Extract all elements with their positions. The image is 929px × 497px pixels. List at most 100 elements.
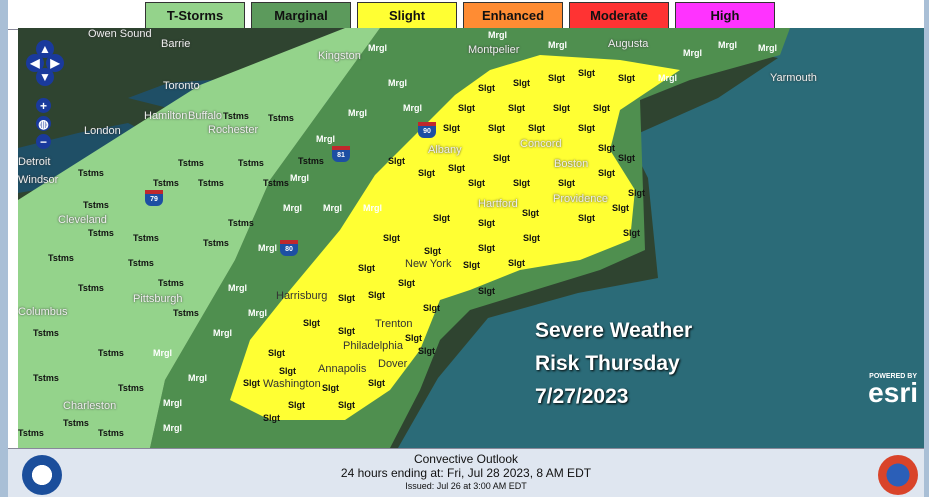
- risk-label-mrgl: Mrgl: [213, 328, 232, 338]
- city-label: Concord: [520, 138, 562, 150]
- risk-label-tstms: Tstms: [78, 168, 104, 178]
- risk-label-slgt: Slgt: [478, 83, 495, 93]
- risk-label-tstms: Tstms: [223, 111, 249, 121]
- risk-label-slgt: Slgt: [523, 233, 540, 243]
- valid-time: 24 hours ending at: Fri, Jul 28 2023, 8 …: [340, 466, 592, 480]
- risk-map[interactable]: Tstms Tstms Tstms Tstms Tstms Tstms Tstms Tstms…: [18, 28, 924, 448]
- city-label: Annapolis: [318, 363, 367, 375]
- risk-label-slgt: Slgt: [618, 73, 635, 83]
- risk-label-slgt: Slgt: [423, 303, 440, 313]
- risk-label-tstms: Tstms: [173, 308, 199, 318]
- city-label: Augusta: [608, 38, 649, 50]
- risk-label-slgt: Slgt: [303, 318, 320, 328]
- headline-date: 7/27/2023: [535, 385, 629, 408]
- risk-label-mrgl: Mrgl: [290, 173, 309, 183]
- city-label: Boston: [554, 158, 589, 170]
- risk-label-slgt: Slgt: [478, 218, 495, 228]
- risk-label-mrgl: Mrgl: [163, 398, 182, 408]
- risk-label-slgt: Slgt: [405, 333, 422, 343]
- globe-icon[interactable]: ◍: [36, 116, 51, 131]
- risk-label-mrgl: Mrgl: [718, 40, 737, 50]
- legend-moderate: Moderate: [569, 2, 669, 29]
- risk-label-slgt: Slgt: [593, 103, 610, 113]
- esri-attribution[interactable]: POWERED BY esri: [868, 373, 918, 408]
- risk-label-slgt: Slgt: [488, 123, 505, 133]
- pan-right-icon[interactable]: ▶: [46, 54, 64, 72]
- zoom-out-button[interactable]: −: [36, 134, 51, 149]
- map-layers: [18, 28, 924, 448]
- risk-label-slgt: Slgt: [478, 286, 495, 296]
- risk-label-mrgl: Mrgl: [488, 30, 507, 40]
- risk-label-mrgl: Mrgl: [758, 43, 777, 53]
- risk-label-slgt: Slgt: [493, 153, 510, 163]
- risk-label-mrgl: Mrgl: [248, 308, 267, 318]
- city-label: Washington: [263, 378, 321, 390]
- risk-label-tstms: Tstms: [198, 178, 224, 188]
- risk-label-tstms: Tstms: [298, 156, 324, 166]
- risk-label-mrgl: Mrgl: [323, 203, 342, 213]
- zoom-in-button[interactable]: +: [36, 98, 51, 113]
- risk-label-slgt: Slgt: [528, 123, 545, 133]
- risk-label-tstms: Tstms: [83, 200, 109, 210]
- risk-label-mrgl: Mrgl: [188, 373, 207, 383]
- esri-logo: esri: [868, 377, 918, 408]
- risk-label-tstms: Tstms: [133, 233, 159, 243]
- risk-label-mrgl: Mrgl: [153, 348, 172, 358]
- city-label: Hamilton: [144, 110, 188, 122]
- risk-label-mrgl: Mrgl: [403, 103, 422, 113]
- risk-label-slgt: Slgt: [508, 258, 525, 268]
- risk-label-mrgl: Mrgl: [683, 48, 702, 58]
- risk-label-mrgl: Mrgl: [548, 40, 567, 50]
- nws-logo: [878, 455, 918, 495]
- risk-label-tstms: Tstms: [48, 253, 74, 263]
- risk-label-mrgl: Mrgl: [283, 203, 302, 213]
- risk-label-slgt: Slgt: [458, 103, 475, 113]
- risk-label-mrgl: Mrgl: [388, 78, 407, 88]
- pan-up-icon[interactable]: ▲: [36, 40, 54, 58]
- city-label: New York: [405, 258, 452, 270]
- risk-label-slgt: Slgt: [263, 413, 280, 423]
- city-label: Providence: [553, 193, 609, 205]
- risk-label-slgt: Slgt: [468, 178, 485, 188]
- interstate-shield: 90: [418, 122, 436, 138]
- risk-label-tstms: Tstms: [268, 113, 294, 123]
- risk-label-tstms: Tstms: [158, 278, 184, 288]
- city-label: Barrie: [161, 38, 191, 50]
- risk-label-slgt: Slgt: [513, 178, 530, 188]
- risk-label-mrgl: Mrgl: [658, 73, 677, 83]
- interstate-shield: 81: [332, 146, 350, 162]
- risk-label-slgt: Slgt: [553, 103, 570, 113]
- risk-label-tstms: Tstms: [88, 228, 114, 238]
- risk-label-slgt: Slgt: [558, 178, 575, 188]
- risk-label-slgt: Slgt: [338, 326, 355, 336]
- risk-label-slgt: Slgt: [279, 366, 296, 376]
- risk-label-mrgl: Mrgl: [368, 43, 387, 53]
- footer: Convective Outlook 24 hours ending at: F…: [8, 448, 924, 497]
- legend-marginal: Marginal: [251, 2, 351, 29]
- tstorms-area: [18, 28, 380, 448]
- city-label: Detroit: [18, 156, 51, 168]
- risk-label-tstms: Tstms: [178, 158, 204, 168]
- city-label: Trenton: [375, 318, 413, 330]
- headline-line-2: Risk Thursday: [535, 352, 680, 375]
- risk-label-slgt: Slgt: [612, 203, 629, 213]
- risk-label-slgt: Slgt: [243, 378, 260, 388]
- risk-label-slgt: Slgt: [418, 346, 435, 356]
- risk-label-slgt: Slgt: [383, 233, 400, 243]
- risk-label-slgt: Slgt: [433, 213, 450, 223]
- legend-slight: Slight: [357, 2, 457, 29]
- city-label: Albany: [428, 144, 462, 156]
- risk-label-tstms: Tstms: [203, 238, 229, 248]
- risk-label-slgt: Slgt: [443, 123, 460, 133]
- risk-label-slgt: Slgt: [424, 246, 441, 256]
- risk-label-slgt: Slgt: [623, 228, 640, 238]
- risk-label-tstms: Tstms: [18, 428, 44, 438]
- city-label: Dover: [378, 358, 408, 370]
- pan-left-icon[interactable]: ◀: [26, 54, 44, 72]
- risk-label-tstms: Tstms: [63, 418, 89, 428]
- risk-label-slgt: Slgt: [618, 153, 635, 163]
- risk-label-tstms: Tstms: [153, 178, 179, 188]
- risk-label-mrgl: Mrgl: [163, 423, 182, 433]
- city-label: Buffalo: [188, 110, 223, 122]
- pan-down-icon[interactable]: ▼: [36, 68, 54, 86]
